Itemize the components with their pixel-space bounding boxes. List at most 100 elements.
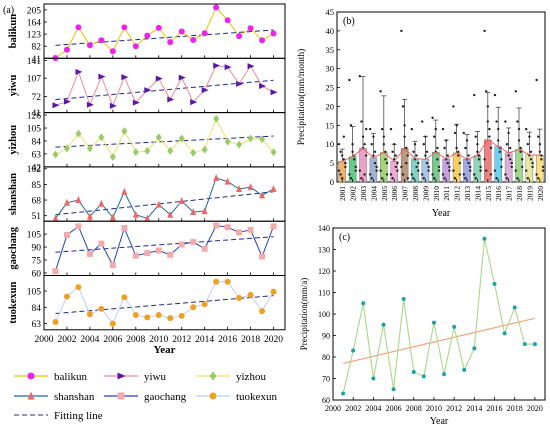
mean-line [342, 139, 540, 162]
scatter-point [384, 158, 387, 161]
x-tick-label: 2019 [525, 186, 534, 201]
x-tick-label: 2009 [421, 186, 430, 201]
scatter-point [341, 154, 344, 157]
scatter-point [405, 146, 408, 150]
data-point-balikun [167, 39, 174, 46]
scatter-point [403, 124, 406, 127]
subplot-gaochang: 60 75 90 105 gaochang [8, 220, 286, 279]
data-point-balikun [236, 33, 243, 40]
data-point [381, 322, 386, 327]
data-point-yizhou [86, 144, 93, 153]
subplot-frame [43, 275, 286, 331]
data-point-shanshan [224, 177, 231, 185]
scatter-point [473, 93, 476, 97]
scatter-point [486, 120, 489, 123]
data-point-yiwu [178, 74, 186, 81]
scatter-point [393, 143, 396, 146]
data-point [421, 374, 426, 379]
data-point-shanshan [63, 198, 70, 206]
scatter-point [369, 127, 372, 131]
scatter-point [525, 127, 528, 131]
x-tick-label: 2016 [494, 186, 503, 201]
x-tick-label: 2002 [349, 186, 358, 201]
y-tick-label: 140 [318, 224, 330, 233]
scatter-point [455, 124, 458, 127]
scatter-point [462, 173, 465, 176]
data-point-balikun [213, 4, 220, 11]
data-point-shanshan [109, 213, 116, 221]
data-point-gaochang [259, 253, 266, 260]
scatter-point [348, 78, 351, 82]
scatter-point [379, 169, 382, 172]
data-point-shanshan [121, 187, 128, 195]
scatter-point [476, 150, 479, 153]
scatter-point [381, 177, 384, 180]
subplot-frame [43, 3, 286, 59]
scatter-point [514, 90, 517, 93]
data-point-yiwu [247, 63, 255, 70]
data-point-tuokexun [247, 291, 254, 298]
data-point [371, 376, 376, 381]
scatter-point [488, 135, 491, 138]
y-tick-label: 100 [318, 310, 330, 319]
data-point-yiwu [132, 99, 140, 106]
bar-group-2001: 2001 [337, 135, 347, 201]
scatter-point [441, 127, 445, 131]
data-point-gaochang [121, 225, 128, 232]
x-tick-label: 2011 [442, 186, 451, 201]
series-line-balikun [55, 6, 274, 59]
data-point-yiwu [75, 68, 83, 75]
x-tick-label: 2020 [527, 404, 543, 413]
scatter-point [537, 135, 540, 138]
data-point-gaochang [86, 250, 93, 257]
data-point-yizhou [201, 145, 208, 154]
scatter-point [431, 173, 434, 176]
scatter-point [421, 173, 424, 176]
scatter-point [417, 169, 420, 172]
x-tick-label: 2008 [406, 404, 422, 413]
scatter-point [344, 165, 347, 169]
scatter-point [365, 127, 368, 131]
x-tick-label: 2000 [35, 335, 54, 345]
scatter-point [488, 127, 491, 131]
bar-group-2015: 2015 [483, 29, 493, 201]
data-point-tuokexun [259, 308, 266, 315]
scatter-point [436, 146, 439, 150]
y-tick-label: 15 [326, 120, 335, 130]
legend-label: yizhou [236, 371, 266, 383]
scatter-point [486, 105, 489, 108]
scatter-point [493, 169, 497, 172]
legend-label: yiwu [144, 371, 167, 383]
scatter-point [541, 169, 545, 172]
scatter-point [339, 173, 342, 176]
bar-group-2010: 2010 [431, 116, 441, 201]
data-point-balikun [178, 28, 185, 35]
scatter-point [521, 158, 524, 161]
y-tick-label: 41 [32, 109, 42, 119]
data-point-balikun [247, 25, 254, 32]
data-point-shanshan [270, 184, 277, 192]
y-tick-label: 35 [326, 45, 335, 55]
data-point-tuokexun [270, 288, 277, 295]
x-tick-label: 2014 [466, 404, 482, 413]
scatter-point [495, 177, 498, 180]
series-line [342, 238, 535, 394]
scatter-point [505, 143, 509, 146]
scatter-point [464, 146, 467, 150]
scatter-point [479, 165, 482, 169]
x-tick-label: 2010 [149, 335, 168, 345]
scatter-point [505, 177, 509, 180]
scatter-point [437, 169, 441, 172]
data-point-yizhou [190, 148, 197, 157]
data-point [431, 320, 436, 325]
data-point-tuokexun [236, 294, 243, 301]
bar [515, 149, 523, 183]
scatter-point [400, 29, 403, 33]
y-tick-label: 20 [326, 101, 335, 111]
scatter-point [375, 169, 378, 172]
data-point-yizhou [52, 150, 59, 159]
data-point-shanshan [190, 207, 197, 215]
scatter-point [401, 173, 405, 176]
y-tick-label: 5 [330, 158, 334, 168]
x-tick-label: 2013 [463, 186, 472, 201]
